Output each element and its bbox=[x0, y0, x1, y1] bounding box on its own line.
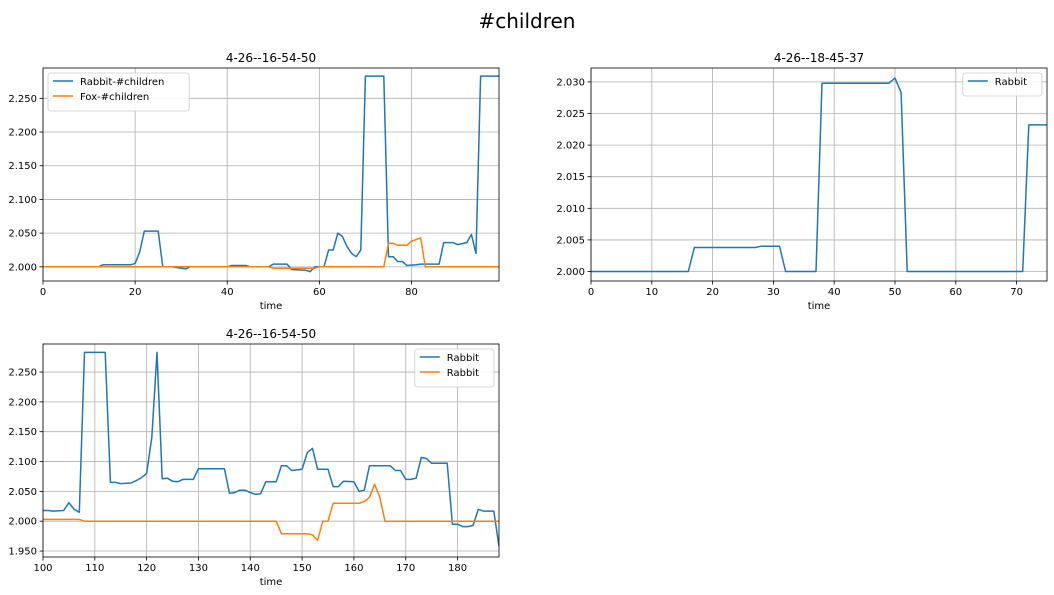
series-line-2 bbox=[43, 237, 499, 269]
x-axis-label: time bbox=[260, 577, 283, 588]
legend-label: Rabbit bbox=[447, 368, 479, 379]
y-tick-label: 2.150 bbox=[8, 427, 37, 438]
x-tick-label: 140 bbox=[241, 563, 260, 574]
x-tick-label: 30 bbox=[767, 287, 780, 298]
x-tick-label: 70 bbox=[1010, 287, 1023, 298]
series-line-1 bbox=[591, 77, 1047, 273]
x-tick-label: 160 bbox=[344, 563, 363, 574]
chart-title: 4-26--16-54-50 bbox=[226, 51, 316, 65]
x-tick-label: 0 bbox=[40, 287, 46, 298]
legend-box bbox=[962, 72, 1043, 97]
chart-3: 100 110 120 130 140 150 160 170 180 1.950 2.000 2.0… bbox=[8, 327, 500, 588]
x-tick-label: 130 bbox=[189, 563, 208, 574]
x-tick-label: 180 bbox=[448, 563, 467, 574]
x-tick-label: 120 bbox=[137, 563, 156, 574]
x-tick-label: 0 bbox=[588, 287, 594, 298]
x-tick-label: 20 bbox=[706, 287, 719, 298]
y-tick-label: 2.015 bbox=[556, 172, 585, 183]
chart-title: 4-26--16-54-50 bbox=[226, 327, 316, 341]
legend-label: Rabbit bbox=[447, 353, 479, 364]
y-tick-label: 2.250 bbox=[8, 94, 37, 105]
chart-1: 0 20 40 60 80 2.000 2.050 2.100 2.150 2.200 2.250 4… bbox=[8, 51, 500, 312]
x-tick-label: 170 bbox=[396, 563, 415, 574]
x-tick-label: 20 bbox=[129, 287, 142, 298]
chart-title: 4-26--18-45-37 bbox=[774, 51, 864, 65]
x-tick-label: 110 bbox=[85, 563, 104, 574]
legend: Rabbit Rabbit bbox=[414, 348, 495, 388]
legend-label: Fox-#children bbox=[80, 92, 149, 103]
x-axis-label: time bbox=[260, 301, 283, 312]
y-tick-label: 2.020 bbox=[556, 141, 585, 152]
x-tick-label: 10 bbox=[645, 287, 658, 298]
x-tick-label: 40 bbox=[828, 287, 841, 298]
x-tick-label: 100 bbox=[33, 563, 52, 574]
y-tick-label: 2.200 bbox=[8, 397, 37, 408]
y-tick-label: 2.100 bbox=[8, 195, 37, 206]
y-tick-label: 2.010 bbox=[556, 204, 585, 215]
x-tick-label: 60 bbox=[313, 287, 326, 298]
y-tick-label: 2.005 bbox=[556, 235, 585, 246]
x-tick-label: 50 bbox=[889, 287, 902, 298]
x-tick-label: 80 bbox=[405, 287, 418, 298]
y-tick-label: 2.000 bbox=[8, 517, 37, 528]
y-tick-label: 1.950 bbox=[8, 547, 37, 558]
legend: Rabbit-#children Fox-#children bbox=[47, 72, 190, 112]
axes-frame bbox=[42, 67, 500, 282]
y-tick-label: 2.050 bbox=[8, 229, 37, 240]
y-tick-label: 2.000 bbox=[556, 267, 585, 278]
x-tick-label: 60 bbox=[949, 287, 962, 298]
y-tick-label: 2.000 bbox=[8, 262, 37, 273]
y-tick-label: 2.200 bbox=[8, 128, 37, 139]
y-tick-label: 2.050 bbox=[8, 487, 37, 498]
chart-2: 0 10 20 30 40 50 60 70 2.000 2.005 2.010 2.015 2.020… bbox=[556, 51, 1048, 312]
y-tick-label: 2.250 bbox=[8, 368, 37, 379]
series-line-2 bbox=[43, 483, 499, 542]
legend-label: Rabbit bbox=[995, 77, 1027, 88]
y-tick-label: 2.150 bbox=[8, 161, 37, 172]
axes-frame bbox=[590, 67, 1048, 282]
legend-box bbox=[47, 72, 190, 112]
legend-label: Rabbit-#children bbox=[80, 77, 164, 88]
axes-frame bbox=[42, 343, 500, 558]
y-tick-label: 2.025 bbox=[556, 109, 585, 120]
legend-box bbox=[414, 348, 495, 388]
x-axis-label: time bbox=[808, 301, 831, 312]
legend: Rabbit bbox=[962, 72, 1043, 97]
x-tick-label: 40 bbox=[221, 287, 234, 298]
y-tick-label: 2.100 bbox=[8, 457, 37, 468]
x-tick-label: 150 bbox=[293, 563, 312, 574]
y-tick-label: 2.030 bbox=[556, 77, 585, 88]
series-line-1 bbox=[43, 351, 499, 547]
figure-title: #children bbox=[478, 9, 576, 33]
